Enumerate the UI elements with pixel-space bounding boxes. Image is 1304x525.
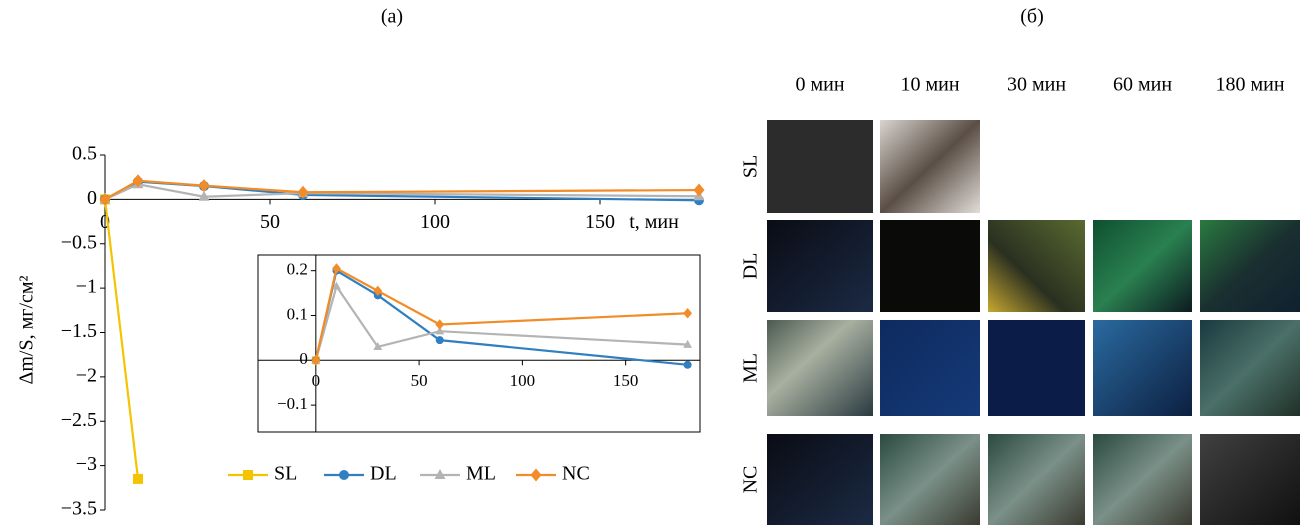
sample-photo <box>880 120 980 213</box>
y-tick-label: 0.5 <box>72 143 97 165</box>
row-label: NC <box>740 466 762 494</box>
marker <box>311 355 321 366</box>
sample-photo <box>880 320 980 416</box>
row-label: DL <box>740 253 762 280</box>
x-tick-label: 0 <box>312 371 321 390</box>
legend-label: DL <box>370 463 397 485</box>
x-tick-label: 100 <box>420 211 450 233</box>
marker <box>339 470 349 480</box>
y-tick-label: 0.1 <box>287 304 308 323</box>
sample-photo <box>880 434 980 525</box>
x-tick-label: 100 <box>510 371 536 390</box>
sample-photo <box>1200 434 1300 525</box>
marker <box>435 319 445 330</box>
marker <box>683 360 692 369</box>
marker <box>332 263 341 274</box>
x-tick-label: 50 <box>260 211 280 233</box>
marker <box>435 326 445 335</box>
marker <box>373 285 383 297</box>
marker <box>434 469 446 479</box>
marker <box>530 468 542 482</box>
panel-label: (а) <box>381 6 403 28</box>
marker <box>243 470 253 480</box>
marker <box>297 185 309 199</box>
y-tick-label: −2 <box>76 364 97 386</box>
y-tick-label: 0 <box>87 187 97 209</box>
sample-photo <box>767 220 873 312</box>
sample-photo <box>1093 434 1192 525</box>
column-label: 0 мин <box>795 74 844 96</box>
column-label: 10 мин <box>900 74 959 96</box>
series-line <box>103 199 140 480</box>
y-tick-label: −1.5 <box>61 320 97 342</box>
marker <box>683 308 693 319</box>
sample-photo <box>767 120 873 213</box>
x-tick-label: 50 <box>411 371 428 390</box>
inset-chart: 0.20.10−0.10 50 100 150 <box>257 254 701 433</box>
y-tick-label: −0.1 <box>277 394 308 413</box>
x-tick-label: 150 <box>613 371 639 390</box>
column-label: 30 мин <box>1007 74 1066 96</box>
y-tick-label: 0 <box>299 349 308 368</box>
y-tick-label: −3 <box>76 453 97 475</box>
y-tick-label: −1 <box>76 276 97 298</box>
legend-label: SL <box>274 463 297 485</box>
sample-photo <box>767 320 873 416</box>
sample-photo <box>988 220 1085 312</box>
main-chart: 0.50−0.5−1−1.5−2−2.5−3−3.50 50 100 150 t, ми… <box>16 143 705 520</box>
marker <box>373 342 383 351</box>
sample-photo <box>1093 220 1192 312</box>
sample-photo <box>1200 320 1300 416</box>
y-axis-label: Δm/S, мг/см² <box>16 275 38 384</box>
legend-label: NC <box>562 463 590 485</box>
row-label: SL <box>740 155 762 178</box>
sample-photo <box>1093 320 1192 416</box>
y-tick-label: −2.5 <box>61 409 97 431</box>
x-tick-label: 0 <box>100 211 110 233</box>
marker <box>198 190 210 201</box>
photo-grid: 0 мин 10 мин 30 мин 60 мин 180 мин SL DL ML NC <box>740 74 1300 525</box>
legend-label: ML <box>466 463 496 485</box>
marker <box>693 183 705 197</box>
sample-photo <box>880 220 980 312</box>
marker <box>435 336 444 345</box>
column-label: 60 мин <box>1113 74 1172 96</box>
y-tick-label: −3.5 <box>61 498 97 520</box>
marker <box>133 473 143 484</box>
marker <box>332 281 341 290</box>
x-tick-label: 150 <box>585 211 615 233</box>
column-label: 180 мин <box>1215 74 1284 96</box>
marker <box>198 179 210 193</box>
x-axis-label: t, мин <box>629 211 679 233</box>
marker <box>99 192 111 206</box>
sample-photo <box>767 434 873 525</box>
marker <box>132 174 144 188</box>
sample-photo <box>988 434 1085 525</box>
marker <box>683 339 693 348</box>
row-label: ML <box>740 353 762 383</box>
sample-photo <box>988 320 1085 416</box>
y-tick-label: −0.5 <box>61 231 97 253</box>
y-tick-label: 0.2 <box>287 260 308 279</box>
panel-label: (б) <box>1020 6 1044 28</box>
sample-photo <box>1200 220 1300 312</box>
